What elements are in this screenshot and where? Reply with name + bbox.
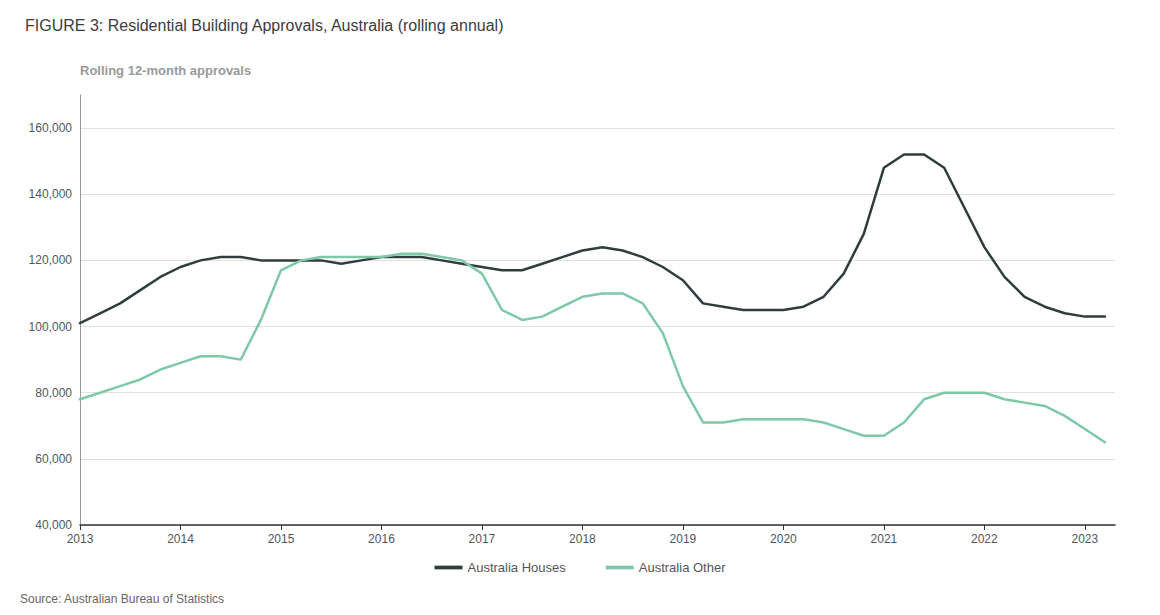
svg-text:40,000: 40,000 [35,518,72,532]
svg-text:2013: 2013 [67,532,94,546]
svg-text:Source: Australian Bureau of S: Source: Australian Bureau of Statistics [20,592,224,606]
svg-text:2023: 2023 [1072,532,1099,546]
svg-text:100,000: 100,000 [29,320,73,334]
svg-text:2019: 2019 [670,532,697,546]
svg-text:2017: 2017 [469,532,496,546]
svg-text:2016: 2016 [368,532,395,546]
svg-text:2022: 2022 [971,532,998,546]
svg-text:2015: 2015 [268,532,295,546]
svg-text:Australia Other: Australia Other [639,560,726,575]
svg-text:2020: 2020 [770,532,797,546]
svg-text:2021: 2021 [871,532,898,546]
svg-text:60,000: 60,000 [35,452,72,466]
svg-text:2014: 2014 [167,532,194,546]
svg-text:120,000: 120,000 [29,253,73,267]
svg-text:2018: 2018 [569,532,596,546]
svg-text:80,000: 80,000 [35,386,72,400]
svg-text:FIGURE 3: Residential Building: FIGURE 3: Residential Building Approvals… [25,17,503,34]
svg-text:160,000: 160,000 [29,121,73,135]
svg-text:Australia Houses: Australia Houses [468,560,567,575]
svg-text:140,000: 140,000 [29,187,73,201]
svg-text:Rolling 12-month approvals: Rolling 12-month approvals [80,63,251,78]
